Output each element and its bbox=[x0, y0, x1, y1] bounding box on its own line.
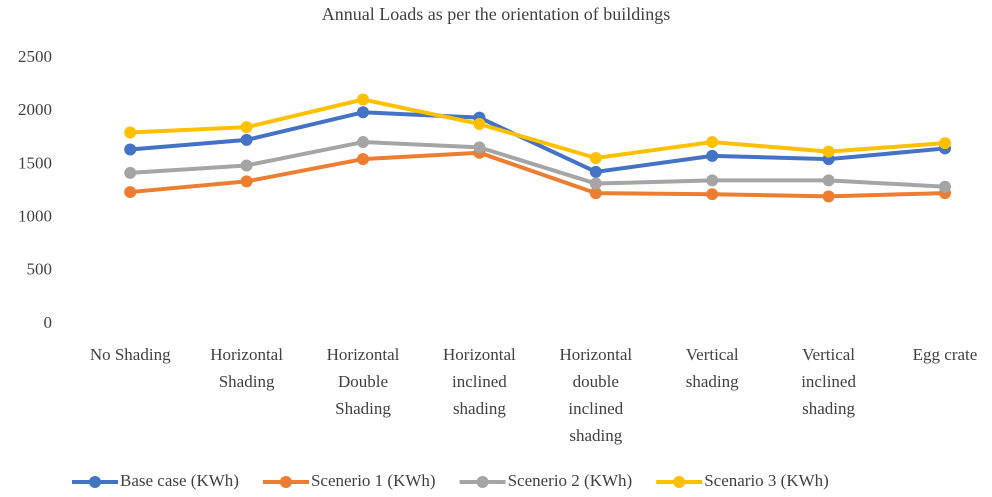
marker bbox=[589, 152, 602, 165]
marker bbox=[240, 121, 253, 134]
x-tick-label: Horizontal Shading bbox=[210, 345, 283, 391]
legend-marker bbox=[476, 476, 489, 488]
legend-label: Scenerio 2 (KWh) bbox=[508, 471, 633, 490]
marker bbox=[706, 149, 719, 162]
marker bbox=[822, 145, 835, 158]
marker bbox=[473, 117, 486, 130]
series-line bbox=[130, 140, 946, 189]
marker bbox=[706, 188, 719, 201]
series-line bbox=[130, 110, 946, 174]
marker bbox=[939, 137, 951, 150]
legend-label: Scenario 3 (KWh) bbox=[704, 471, 829, 490]
marker bbox=[939, 180, 951, 193]
marker bbox=[124, 186, 137, 199]
legend-marker bbox=[279, 476, 292, 488]
chart-title: Annual Loads as per the orientation of b… bbox=[322, 4, 670, 24]
legend-marker bbox=[673, 476, 686, 488]
marker bbox=[822, 174, 835, 187]
legend-label: Base case (KWh) bbox=[120, 471, 239, 490]
y-tick-label: 2500 bbox=[18, 47, 52, 66]
marker bbox=[473, 141, 486, 154]
x-tick-label: Horizontal Double Shading bbox=[326, 345, 400, 418]
marker bbox=[357, 136, 369, 149]
marker bbox=[124, 166, 137, 179]
legend-marker bbox=[89, 476, 101, 488]
x-tick-label: Egg crate bbox=[912, 345, 978, 364]
series-line bbox=[130, 150, 946, 199]
marker bbox=[240, 133, 253, 146]
x-tick-label: Horizontal inclined shading bbox=[443, 345, 516, 418]
x-tick-label: No Shading bbox=[89, 345, 171, 364]
y-tick-label: 1000 bbox=[18, 207, 52, 226]
series-line bbox=[130, 97, 946, 161]
marker bbox=[706, 174, 719, 187]
marker bbox=[589, 187, 602, 200]
marker bbox=[240, 159, 253, 172]
y-tick-label: 2000 bbox=[18, 100, 52, 119]
y-tick-label: 500 bbox=[27, 260, 53, 279]
y-tick-label: 0 bbox=[44, 313, 53, 332]
x-tick-label: Horizontal double inclined shading bbox=[559, 345, 633, 445]
marker bbox=[589, 165, 602, 178]
x-tick-label: Vertical inclined shading bbox=[801, 345, 856, 418]
legend-label: Scenerio 1 (KWh) bbox=[311, 471, 436, 490]
marker bbox=[589, 177, 602, 190]
marker bbox=[124, 126, 137, 139]
x-tick-label: Vertical shading bbox=[685, 345, 739, 391]
y-tick-label: 1500 bbox=[18, 153, 52, 172]
marker bbox=[822, 190, 835, 203]
marker bbox=[240, 175, 253, 188]
marker bbox=[357, 93, 369, 106]
marker bbox=[357, 153, 369, 166]
marker bbox=[124, 143, 137, 156]
marker bbox=[357, 106, 369, 119]
marker bbox=[706, 136, 719, 149]
